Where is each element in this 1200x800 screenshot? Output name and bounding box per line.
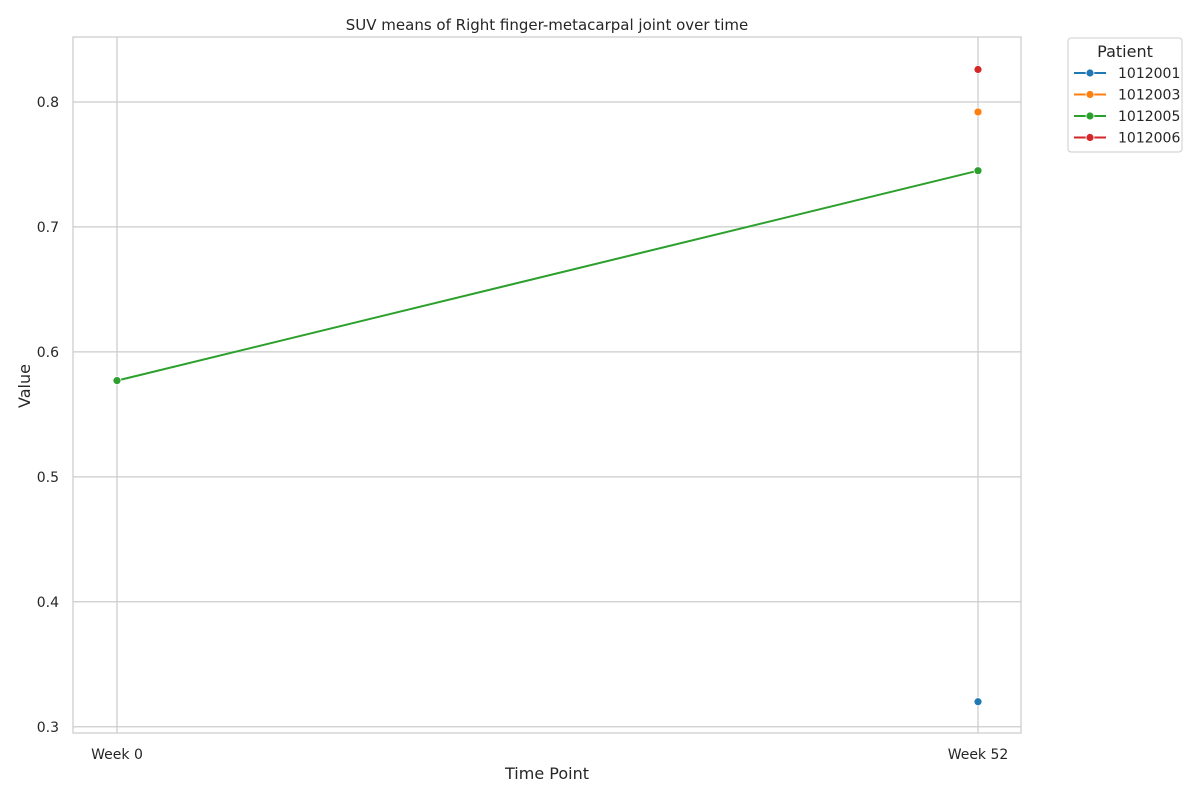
x-axis-label: Time Point [504,764,589,783]
legend-label: 1012003 [1118,88,1180,104]
legend-item: 1012005 [1074,109,1180,125]
legend-marker [1085,133,1095,142]
series-layer [112,65,983,707]
series-1012006 [973,65,983,74]
plot-area [73,37,1021,733]
data-point [973,65,983,74]
plot-frame [72,36,1022,734]
series-1012001 [973,697,983,707]
y-tick-label: 0.3 [37,720,59,736]
legend-item: 1012003 [1074,88,1180,104]
data-point [973,697,983,707]
legend: Patient 1012001 1012003 1012005 1012006 [1067,37,1183,153]
legend-marker [1085,68,1095,78]
legend-label: 1012006 [1118,131,1180,147]
x-tick-label: Week 0 [91,747,143,763]
y-tick-label: 0.4 [37,595,59,611]
legend-item: 1012001 [1074,66,1180,82]
data-point [973,166,983,176]
chart-title: SUV means of Right finger-metacarpal joi… [346,16,748,34]
series-line [116,169,979,382]
series-1012003 [973,107,983,117]
x-axis-ticks: Week 0 Week 52 [91,747,1008,763]
y-axis-ticks: 0.3 0.4 0.5 0.6 0.7 0.8 [37,95,59,736]
legend-label: 1012001 [1118,66,1180,82]
y-tick-label: 0.5 [37,470,59,486]
legend-marker [1085,90,1095,99]
legend-marker [1085,111,1095,121]
legend-box [1067,37,1183,153]
legend-title: Patient [1097,42,1153,61]
y-tick-label: 0.8 [37,95,59,111]
y-tick-label: 0.6 [37,345,59,361]
legend-item: 1012006 [1074,131,1180,147]
legend-label: 1012005 [1118,109,1180,125]
data-point [973,107,983,117]
y-tick-label: 0.7 [37,220,59,236]
legend-items: 1012001 1012003 1012005 1012006 [1074,66,1180,147]
series-1012005 [112,166,983,386]
y-axis-label: Value [15,364,34,408]
x-tick-label: Week 52 [948,747,1009,763]
data-point [112,376,122,386]
